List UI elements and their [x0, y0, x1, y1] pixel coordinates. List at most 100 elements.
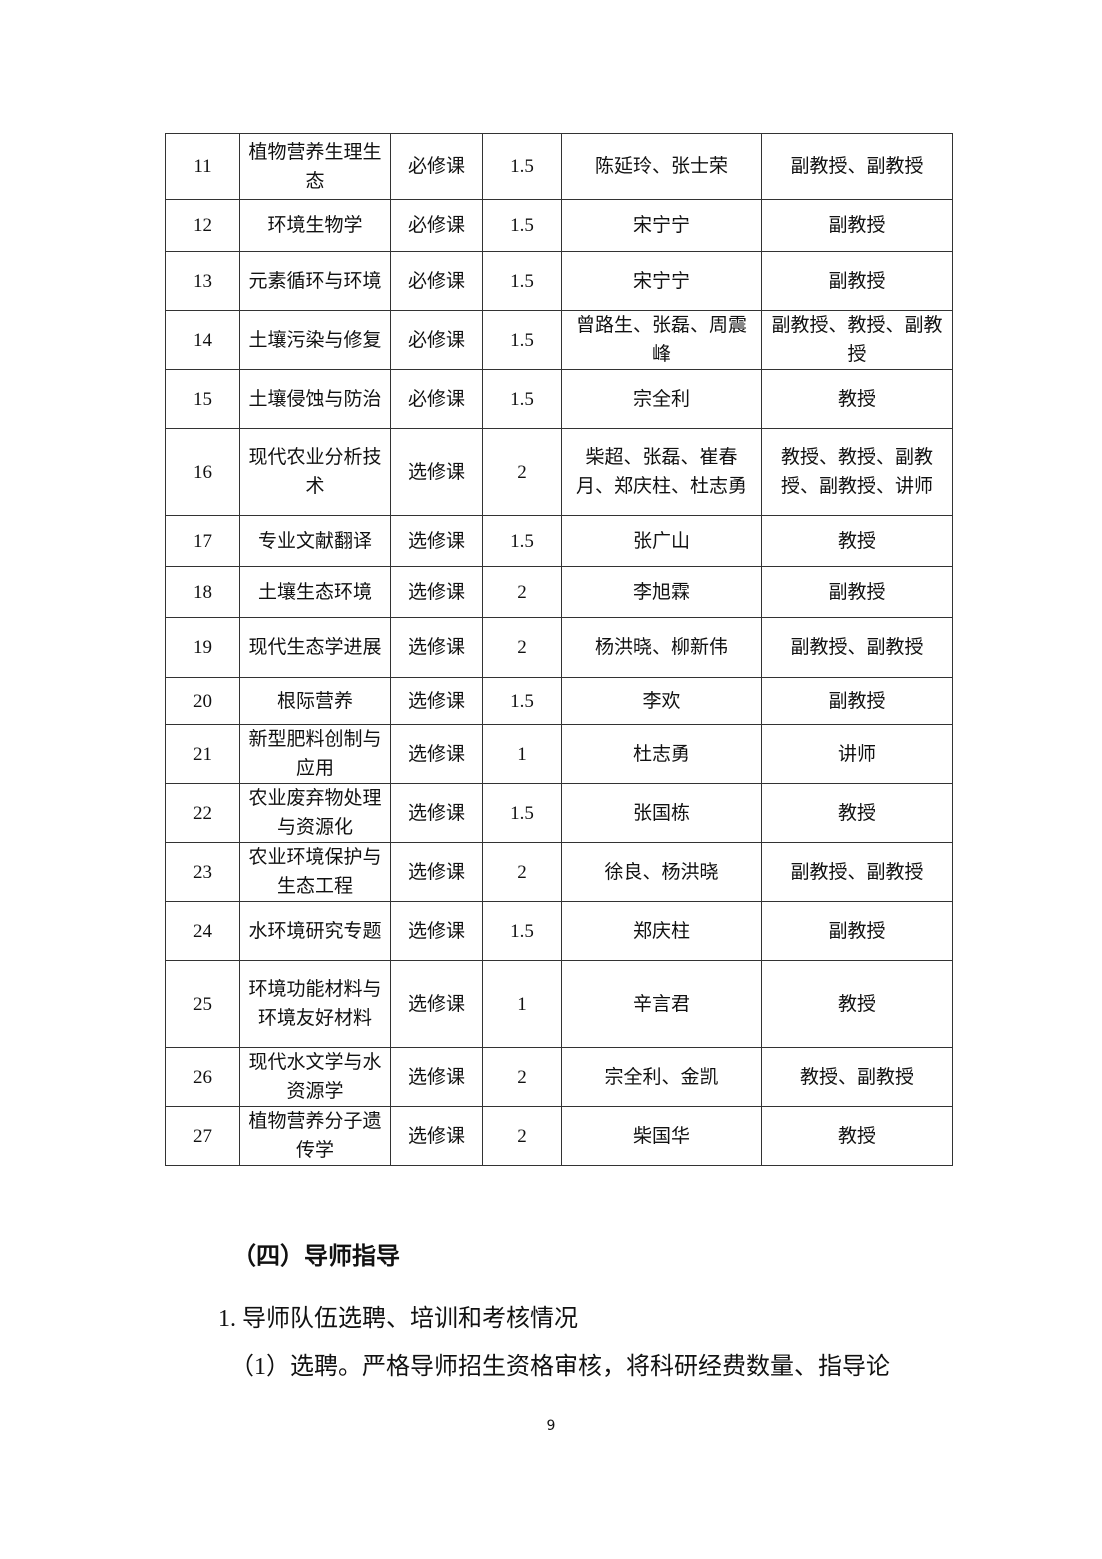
- instructors-cell: 宗全利、金凯: [561, 1047, 762, 1107]
- credits-cell: 2: [482, 842, 562, 902]
- course-type-cell: 必修课: [390, 369, 483, 429]
- course-type-cell: 选修课: [390, 428, 483, 516]
- course-name-cell: 土壤侵蚀与防治: [239, 369, 391, 429]
- row-number-cell: 21: [165, 724, 240, 784]
- titles-cell: 副教授: [761, 901, 953, 961]
- table-row: 18 土壤生态环境 选修课 2 李旭霖 副教授: [165, 566, 953, 618]
- titles-cell: 讲师: [761, 724, 953, 784]
- titles-cell: 副教授: [761, 677, 953, 725]
- instructors-cell: 宗全利: [561, 369, 762, 429]
- row-number-cell: 12: [165, 199, 240, 252]
- instructors-cell: 杜志勇: [561, 724, 762, 784]
- course-name-cell: 土壤生态环境: [239, 566, 391, 618]
- course-type-cell: 选修课: [390, 1047, 483, 1107]
- table-row: 19 现代生态学进展 选修课 2 杨洪晓、柳新伟 副教授、副教授: [165, 617, 953, 678]
- instructors-cell: 宋宁宁: [561, 251, 762, 311]
- table-row: 21 新型肥料创制与应用 选修课 1 杜志勇 讲师: [165, 724, 953, 784]
- instructors-cell: 李旭霖: [561, 566, 762, 618]
- titles-cell: 副教授: [761, 251, 953, 311]
- subheading: 1. 导师队伍选聘、培训和考核情况: [218, 1306, 578, 1332]
- course-type-cell: 选修课: [390, 566, 483, 618]
- course-table: 11 植物营养生理生态 必修课 1.5 陈延玲、张士荣 副教授、副教授 12 环境生物学 必修课…: [165, 133, 953, 1166]
- row-number-cell: 20: [165, 677, 240, 725]
- course-name-cell: 现代农业分析技术: [239, 428, 391, 516]
- course-name-cell: 现代生态学进展: [239, 617, 391, 678]
- course-name-cell: 环境生物学: [239, 199, 391, 252]
- instructors-cell: 陈延玲、张士荣: [561, 133, 762, 200]
- titles-cell: 副教授、副教授: [761, 133, 953, 200]
- section-heading: （四）导师指导: [232, 1242, 400, 1270]
- course-type-cell: 选修课: [390, 677, 483, 725]
- titles-cell: 教授: [761, 1106, 953, 1166]
- credits-cell: 1.5: [482, 515, 562, 567]
- row-number-cell: 15: [165, 369, 240, 429]
- credits-cell: 1.5: [482, 310, 562, 370]
- titles-cell: 副教授: [761, 566, 953, 618]
- credits-cell: 1.5: [482, 783, 562, 843]
- credits-cell: 1.5: [482, 199, 562, 252]
- instructors-cell: 辛言君: [561, 960, 762, 1048]
- row-number-cell: 24: [165, 901, 240, 961]
- course-name-cell: 水环境研究专题: [239, 901, 391, 961]
- table-row: 14 土壤污染与修复 必修课 1.5 曾路生、张磊、周震峰 副教授、教授、副教授: [165, 310, 953, 370]
- titles-cell: 副教授: [761, 199, 953, 252]
- row-number-cell: 14: [165, 310, 240, 370]
- instructors-cell: 徐良、杨洪晓: [561, 842, 762, 902]
- credits-cell: 1: [482, 960, 562, 1048]
- instructors-cell: 郑庆柱: [561, 901, 762, 961]
- credits-cell: 1.5: [482, 901, 562, 961]
- credits-cell: 2: [482, 1106, 562, 1166]
- titles-cell: 副教授、副教授: [761, 617, 953, 678]
- page-number: 9: [546, 1418, 556, 1434]
- course-name-cell: 元素循环与环境: [239, 251, 391, 311]
- titles-cell: 教授: [761, 960, 953, 1048]
- course-type-cell: 选修课: [390, 1106, 483, 1166]
- course-name-cell: 农业环境保护与生态工程: [239, 842, 391, 902]
- course-name-cell: 植物营养分子遗传学: [239, 1106, 391, 1166]
- row-number-cell: 19: [165, 617, 240, 678]
- credits-cell: 1.5: [482, 133, 562, 200]
- course-type-cell: 选修课: [390, 617, 483, 678]
- course-name-cell: 新型肥料创制与应用: [239, 724, 391, 784]
- table-row: 11 植物营养生理生态 必修课 1.5 陈延玲、张士荣 副教授、副教授: [165, 133, 953, 200]
- table-row: 25 环境功能材料与环境友好材料 选修课 1 辛言君 教授: [165, 960, 953, 1048]
- course-type-cell: 必修课: [390, 133, 483, 200]
- instructors-cell: 柴超、张磊、崔春月、郑庆柱、杜志勇: [561, 428, 762, 516]
- course-type-cell: 选修课: [390, 724, 483, 784]
- instructors-cell: 张国栋: [561, 783, 762, 843]
- instructors-cell: 张广山: [561, 515, 762, 567]
- course-type-cell: 选修课: [390, 901, 483, 961]
- row-number-cell: 16: [165, 428, 240, 516]
- row-number-cell: 25: [165, 960, 240, 1048]
- credits-cell: 2: [482, 617, 562, 678]
- table-row: 12 环境生物学 必修课 1.5 宋宁宁 副教授: [165, 199, 953, 252]
- credits-cell: 2: [482, 428, 562, 516]
- table-row: 27 植物营养分子遗传学 选修课 2 柴国华 教授: [165, 1106, 953, 1166]
- credits-cell: 2: [482, 1047, 562, 1107]
- instructors-cell: 曾路生、张磊、周震峰: [561, 310, 762, 370]
- course-type-cell: 选修课: [390, 960, 483, 1048]
- table-row: 16 现代农业分析技术 选修课 2 柴超、张磊、崔春月、郑庆柱、杜志勇 教授、教授、副教授…: [165, 428, 953, 516]
- paragraph: （1）选聘。严格导师招生资格审核，将科研经费数量、指导论: [230, 1354, 890, 1380]
- course-name-cell: 现代水文学与水资源学: [239, 1047, 391, 1107]
- course-name-cell: 植物营养生理生态: [239, 133, 391, 200]
- row-number-cell: 18: [165, 566, 240, 618]
- instructors-cell: 宋宁宁: [561, 199, 762, 252]
- row-number-cell: 13: [165, 251, 240, 311]
- credits-cell: 2: [482, 566, 562, 618]
- table-row: 22 农业废弃物处理与资源化 选修课 1.5 张国栋 教授: [165, 783, 953, 843]
- course-name-cell: 农业废弃物处理与资源化: [239, 783, 391, 843]
- course-type-cell: 选修课: [390, 842, 483, 902]
- table-row: 24 水环境研究专题 选修课 1.5 郑庆柱 副教授: [165, 901, 953, 961]
- table-row: 15 土壤侵蚀与防治 必修课 1.5 宗全利 教授: [165, 369, 953, 429]
- titles-cell: 教授: [761, 515, 953, 567]
- row-number-cell: 22: [165, 783, 240, 843]
- row-number-cell: 17: [165, 515, 240, 567]
- row-number-cell: 26: [165, 1047, 240, 1107]
- course-type-cell: 选修课: [390, 783, 483, 843]
- credits-cell: 1.5: [482, 251, 562, 311]
- titles-cell: 副教授、教授、副教授: [761, 310, 953, 370]
- table-row: 23 农业环境保护与生态工程 选修课 2 徐良、杨洪晓 副教授、副教授: [165, 842, 953, 902]
- table-row: 26 现代水文学与水资源学 选修课 2 宗全利、金凯 教授、副教授: [165, 1047, 953, 1107]
- instructors-cell: 柴国华: [561, 1106, 762, 1166]
